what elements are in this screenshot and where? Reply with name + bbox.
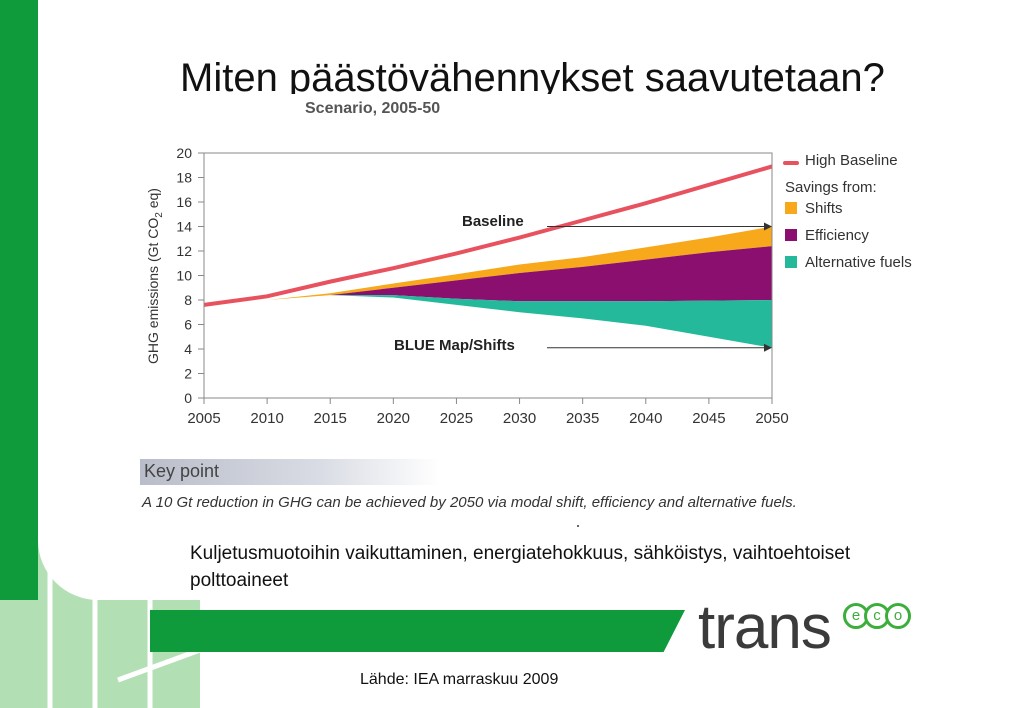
y-tick-label: 18 [176, 170, 192, 186]
left-green-bar [0, 0, 38, 708]
y-tick-label: 4 [184, 341, 192, 357]
y-axis: 0 2 4 6 8 10 12 14 16 18 20 [176, 145, 204, 406]
y-tick-label: 6 [184, 317, 192, 333]
x-tick-label: 2015 [314, 410, 347, 427]
x-tick-label: 2050 [755, 410, 788, 427]
source-note: Lähde: IEA marraskuu 2009 [360, 671, 559, 688]
line-high-baseline [203, 164, 773, 307]
logo-eco-o: o [885, 603, 911, 629]
area-alternative-fuels [204, 295, 772, 348]
annotation-label: Baseline [462, 213, 524, 230]
legend: High Baseline Savings from: Shifts Efficien… [783, 152, 912, 271]
area-efficiency [204, 246, 772, 305]
x-tick-label: 2005 [187, 410, 220, 427]
legend-swatch [785, 256, 797, 268]
legend-label: Efficiency [805, 227, 869, 244]
body-text: Kuljetusmuotoihin vaikuttaminen, energia… [190, 543, 851, 591]
x-tick-label: 2045 [692, 410, 725, 427]
x-tick-label: 2025 [440, 410, 473, 427]
legend-savings-header: Savings from: [785, 179, 877, 196]
trans-eco-logo: trans [698, 593, 832, 662]
annotation-arrowhead [764, 222, 772, 231]
key-point-text: A 10 Gt reduction in GHG can be achieved… [142, 494, 797, 511]
y-tick-label: 12 [176, 243, 192, 259]
slide-title: Miten päästövähennykset saavutetaan? [180, 56, 885, 94]
annotation-arrowhead [764, 343, 772, 352]
chart-subtitle: Scenario, 2005-50 [305, 100, 441, 117]
x-tick-label: 2035 [566, 410, 599, 427]
x-tick-label: 2040 [629, 410, 662, 427]
area-layer [203, 164, 773, 348]
key-point-label: Key point [144, 461, 220, 481]
legend-label: Alternative fuels [805, 254, 912, 271]
x-tick-label: 2030 [503, 410, 536, 427]
key-point-bar [140, 459, 440, 485]
annotation-layer: Baseline BLUE Map/Shifts [394, 213, 772, 354]
stray-dot [577, 525, 579, 527]
y-tick-label: 10 [176, 268, 192, 284]
legend-label: Shifts [805, 200, 843, 217]
legend-label: High Baseline [805, 152, 898, 169]
y-tick-label: 20 [176, 145, 192, 161]
annotation-label: BLUE Map/Shifts [394, 337, 515, 354]
y-tick-label: 16 [176, 194, 192, 210]
x-tick-label: 2010 [250, 410, 283, 427]
legend-swatch [785, 229, 797, 241]
green-strip [150, 610, 685, 652]
legend-swatch [785, 202, 797, 214]
y-tick-label: 2 [184, 366, 192, 382]
x-axis: 2005 2010 2015 2020 2025 2030 2035 2040 2045 2050 [187, 398, 789, 427]
x-tick-label: 2020 [377, 410, 410, 427]
y-tick-label: 0 [184, 390, 192, 406]
y-tick-label: 8 [184, 292, 192, 308]
y-tick-label: 14 [176, 219, 192, 235]
y-axis-label: GHG emissions (Gt CO2 eq) [145, 188, 165, 364]
